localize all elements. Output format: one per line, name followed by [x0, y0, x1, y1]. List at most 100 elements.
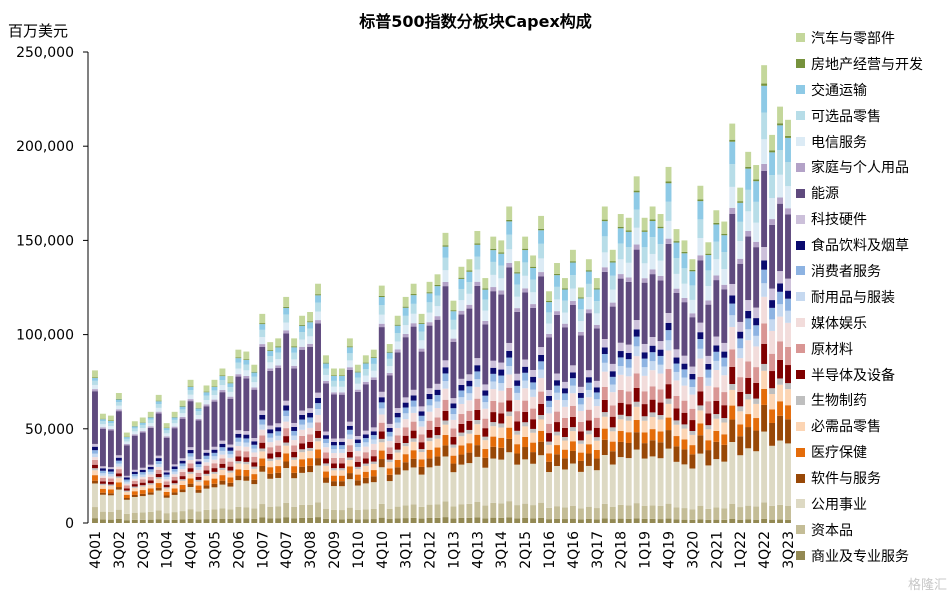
bar-segment	[721, 357, 728, 367]
bar-segment	[291, 347, 298, 353]
bar-segment	[785, 208, 791, 215]
bar-segment	[514, 373, 521, 381]
bar-segment	[673, 424, 680, 437]
bar-segment	[665, 183, 672, 202]
bar-segment	[123, 475, 130, 478]
bar-segment	[569, 405, 576, 417]
bar-segment	[299, 435, 306, 444]
bar-segment	[593, 301, 600, 314]
bar-segment	[131, 434, 138, 436]
bar-segment	[251, 508, 258, 519]
bar-segment	[745, 166, 752, 169]
bar-segment	[450, 419, 457, 429]
bar-segment	[530, 428, 537, 433]
bar-segment	[482, 436, 489, 441]
bar-segment	[490, 274, 497, 288]
bar-segment	[346, 439, 353, 446]
bar-segment	[450, 341, 457, 399]
bar-segment	[315, 517, 321, 523]
legend-label: 交通运输	[811, 82, 867, 99]
bar-segment	[179, 479, 186, 481]
bar-segment	[307, 458, 314, 466]
bar-segment	[530, 419, 537, 429]
bar-segment	[474, 409, 481, 421]
bar-segment	[689, 420, 696, 432]
bar-segment	[538, 243, 545, 259]
bar-segment	[275, 346, 282, 348]
bar-segment	[195, 489, 202, 493]
bar-segment	[179, 472, 186, 477]
bar-segment	[299, 325, 306, 332]
bar-segment	[522, 517, 529, 523]
bar-segment	[665, 384, 672, 399]
bar-segment	[530, 505, 537, 519]
bar-segment	[123, 494, 130, 498]
bar-segment	[362, 452, 369, 459]
bar-segment	[434, 389, 441, 396]
bar-segment	[585, 409, 592, 421]
legend-label: 能源	[811, 186, 839, 203]
bar-segment	[522, 288, 529, 293]
bar-segment	[681, 424, 688, 429]
x-tick-label: 1Q10	[351, 531, 367, 569]
bar-segment	[203, 519, 210, 523]
bar-segment	[338, 475, 345, 482]
bar-segment	[514, 518, 521, 523]
bar-segment	[617, 366, 624, 375]
bar-segment	[323, 374, 329, 381]
bar-segment	[402, 518, 409, 523]
bar-segment	[315, 302, 321, 312]
bar-segment	[243, 438, 250, 443]
bar-segment	[354, 391, 361, 437]
bar-segment	[163, 491, 170, 496]
bar-segment	[641, 375, 648, 392]
bar-segment	[593, 458, 600, 471]
bar-segment	[346, 360, 353, 368]
bar-segment	[569, 249, 576, 262]
bar-segment	[466, 443, 473, 453]
bar-segment	[331, 463, 337, 469]
bar-segment	[307, 517, 314, 523]
bar-segment	[601, 386, 608, 400]
bar-segment	[354, 462, 361, 467]
bar-segment	[601, 428, 608, 440]
bar-segment	[569, 518, 576, 523]
bar-segment	[315, 458, 321, 466]
bar-segment	[721, 342, 728, 352]
bar-segment	[362, 442, 369, 447]
bar-segment	[107, 471, 114, 475]
bar-segment	[426, 449, 433, 459]
bar-segment	[299, 504, 306, 518]
bar-segment	[370, 349, 377, 358]
bar-segment	[577, 440, 584, 444]
bar-segment	[490, 458, 497, 503]
bar-segment	[378, 397, 385, 403]
bar-segment	[434, 395, 441, 402]
bar-segment	[450, 300, 457, 311]
bar-segment	[577, 443, 584, 453]
bar-segment	[721, 418, 728, 423]
bar-segment	[107, 430, 114, 468]
bar-segment	[761, 370, 768, 389]
bar-segment	[474, 365, 481, 372]
bar-segment	[338, 470, 345, 476]
bar-segment	[474, 420, 481, 425]
legend-label: 资本品	[811, 522, 853, 539]
bar-segment	[211, 379, 218, 387]
bar-segment	[753, 398, 760, 404]
bar-segment	[458, 385, 465, 391]
bar-segment	[609, 275, 616, 290]
bar-segment	[625, 277, 632, 282]
bar-segment	[267, 442, 274, 448]
bar-segment	[442, 257, 449, 271]
bar-segment	[163, 497, 170, 514]
bar-segment	[394, 506, 401, 519]
bar-segment	[506, 221, 513, 235]
bar-segment	[275, 365, 282, 369]
bar-segment	[538, 215, 545, 229]
bar-segment	[498, 383, 505, 391]
bar-segment	[147, 471, 154, 475]
bar-segment	[211, 390, 218, 396]
bar-segment	[569, 262, 576, 276]
bar-segment	[585, 309, 592, 314]
